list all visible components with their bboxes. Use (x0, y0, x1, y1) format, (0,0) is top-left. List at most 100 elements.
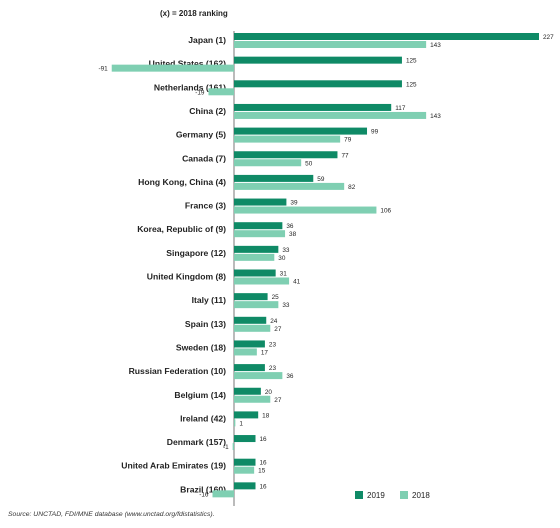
data-label-2018: 27 (274, 397, 282, 404)
bar-2019 (234, 269, 276, 277)
category-label: Germany (5) (176, 130, 226, 140)
category-label: Sweden (18) (176, 342, 226, 352)
data-label-2018: 17 (261, 349, 269, 356)
data-label-2018: 33 (282, 302, 290, 309)
source-note: Source: UNCTAD, FDI/MNE database (www.un… (8, 511, 215, 518)
category-label: Spain (13) (185, 319, 226, 329)
data-label-2018: 82 (348, 184, 356, 191)
category-label: Singapore (12) (166, 248, 226, 258)
bar-2019 (234, 411, 259, 419)
bar-2018 (232, 443, 234, 451)
data-label-2018: 30 (278, 255, 286, 262)
data-label-2018: 41 (293, 279, 301, 286)
data-label-2019: 39 (290, 200, 298, 207)
data-label-2018: -19 (195, 89, 205, 96)
data-label-2019: 20 (265, 389, 273, 396)
category-label: Russian Federation (10) (129, 366, 227, 376)
data-label-2019: 33 (282, 247, 290, 254)
bar-2019 (234, 198, 287, 206)
data-label-2019: 227 (543, 34, 554, 41)
bar-2018 (234, 466, 255, 474)
bar-2019 (234, 33, 539, 40)
bar-2019 (234, 458, 256, 466)
bar-2019 (234, 151, 338, 159)
bar-2018 (234, 182, 345, 190)
category-label: Belgium (14) (174, 390, 226, 400)
data-label-2019: 117 (395, 105, 406, 112)
data-label-2019: 25 (272, 294, 280, 301)
data-label-2019: 125 (406, 81, 417, 88)
bar-2018 (234, 230, 286, 238)
category-label: Canada (7) (182, 153, 226, 163)
data-label-2018: 38 (289, 231, 297, 238)
bar-2018 (234, 301, 279, 309)
bar-2018 (234, 41, 427, 48)
data-label-2019: 23 (269, 365, 277, 372)
data-label-2019: 16 (259, 436, 267, 443)
bar-2019 (234, 222, 283, 230)
data-label-2019: 125 (406, 58, 417, 65)
bar-2018 (111, 64, 234, 72)
bar-2018 (234, 111, 427, 119)
bar-2018 (212, 490, 234, 498)
data-label-2018: 50 (305, 160, 313, 167)
category-label: United Arab Emirates (19) (121, 461, 226, 471)
bar-2018 (234, 348, 257, 356)
bar-2019 (234, 103, 392, 111)
bar-2018 (234, 395, 271, 403)
category-label: Ireland (42) (180, 413, 226, 423)
data-label-2018: -1 (223, 444, 229, 451)
bar-2018 (234, 419, 236, 427)
data-label-2019: 99 (371, 129, 379, 136)
data-label-2018: 106 (380, 208, 391, 215)
data-label-2019: 18 (262, 412, 270, 419)
bar-2019 (234, 482, 256, 490)
data-label-2019: 24 (270, 318, 278, 325)
data-label-2018: -91 (98, 66, 108, 73)
bar-2019 (234, 127, 368, 135)
data-label-2018: 1 (239, 420, 243, 427)
legend-label-2019: 2019 (367, 491, 385, 500)
category-label: United States (162) (149, 59, 227, 69)
data-label-2019: 16 (259, 483, 267, 490)
data-label-2018: 15 (258, 468, 266, 475)
bar-2019 (234, 387, 261, 395)
legend-swatch-2019 (355, 491, 363, 499)
bar-2019 (234, 340, 265, 348)
data-label-2018: 143 (430, 42, 441, 49)
data-label-2018: -16 (199, 491, 209, 498)
data-label-2019: 77 (341, 152, 349, 159)
data-label-2018: 36 (286, 373, 294, 380)
legend-label-2018: 2018 (412, 491, 430, 500)
category-label: Italy (11) (192, 295, 227, 305)
bar-2018 (234, 277, 290, 285)
data-label-2018: 143 (430, 113, 441, 120)
bar-2019 (234, 316, 267, 324)
category-label: United Kingdom (8) (147, 272, 226, 282)
legend-swatch-2018 (400, 491, 408, 499)
bar-2018 (234, 372, 283, 380)
bar-2019 (234, 80, 402, 88)
bar-2018 (208, 88, 234, 96)
category-label: France (3) (185, 201, 226, 211)
data-label-2018: 27 (274, 326, 282, 333)
bar-2019 (234, 293, 268, 301)
category-label: Denmark (157) (167, 437, 226, 447)
bar-2018 (234, 253, 275, 261)
data-label-2019: 23 (269, 341, 277, 348)
bar-2018 (234, 135, 341, 143)
legend: 2019 2018 (355, 491, 430, 500)
data-label-2019: 59 (317, 176, 325, 183)
bar-2019 (234, 174, 314, 182)
bar-2018 (234, 159, 302, 167)
category-label: Japan (1) (188, 35, 226, 45)
chart-note: (x) = 2018 ranking (160, 9, 228, 18)
bar-2019 (234, 245, 279, 253)
category-label: Netherlands (161) (154, 82, 226, 92)
data-label-2019: 31 (280, 271, 288, 278)
category-label: Korea, Republic of (9) (137, 224, 226, 234)
category-label: China (2) (189, 106, 226, 116)
data-label-2018: 79 (344, 137, 352, 144)
